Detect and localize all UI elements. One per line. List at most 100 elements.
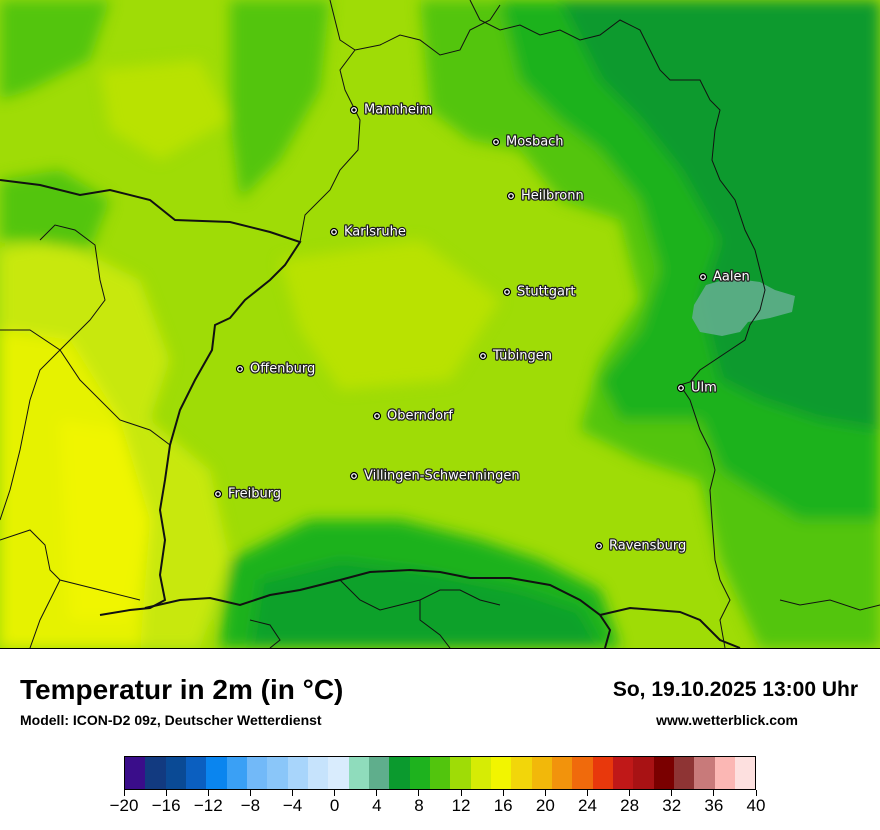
city-label: Offenburg <box>250 362 315 377</box>
colorbar-tick-label: 8 <box>414 796 424 815</box>
colorbar-swatch <box>185 757 207 789</box>
city-label: Karlsruhe <box>344 225 406 240</box>
colorbar-tick <box>165 790 167 796</box>
city-ulm: Ulm <box>676 379 718 397</box>
colorbar-tick-label: 28 <box>620 796 640 815</box>
colorbar-swatch <box>531 757 552 789</box>
colorbar-swatch <box>328 757 349 789</box>
colorbar-tick-label: −20 <box>109 796 139 815</box>
colorbar-tick-label: 16 <box>493 796 513 815</box>
colorbar-tick <box>460 790 462 796</box>
website-link[interactable]: www.wetterblick.com <box>656 712 798 728</box>
colorbar-tick-label: 32 <box>662 796 682 815</box>
city-heilbronn: Heilbronn <box>506 187 585 205</box>
colorbar-swatch <box>572 757 593 789</box>
colorbar-swatch <box>267 757 288 789</box>
colorbar-swatch <box>714 757 735 789</box>
footer: Temperatur in 2m (in °C) Modell: ICON-D2… <box>0 648 880 830</box>
map-title: Temperatur in 2m (in °C) <box>20 674 344 705</box>
temperature-field <box>0 0 880 648</box>
colorbar-swatch <box>165 757 186 789</box>
colorbar-tick <box>123 790 125 796</box>
city-markers: Mannheim Mosbach Heilbronn Karlsruhe Aal <box>213 101 751 555</box>
colorbar-swatch <box>246 757 268 789</box>
colorbar-tick-label: −16 <box>151 796 181 815</box>
city-label: Stuttgart <box>517 285 575 300</box>
city-label: Villingen-Schwenningen <box>364 469 520 484</box>
colorbar-swatch <box>226 757 247 789</box>
colorbar-swatch <box>511 757 532 789</box>
cool-patch <box>692 278 795 336</box>
colorbar-tick <box>713 790 715 796</box>
city-label: Heilbronn <box>521 189 584 204</box>
city-label: Ravensburg <box>609 539 686 554</box>
colorbar-swatch <box>307 757 329 789</box>
colorbar-tick-label: 20 <box>535 796 555 815</box>
state-borders <box>0 0 880 649</box>
city-ravensburg: Ravensburg <box>594 537 687 555</box>
model-info: Modell: ICON-D2 09z, Deutscher Wetterdie… <box>20 712 322 728</box>
city-mannheim: Mannheim <box>349 101 433 119</box>
city-label: Mannheim <box>364 103 432 118</box>
colorbar-tick-label: −12 <box>193 796 223 815</box>
colorbar-swatch <box>348 757 369 789</box>
colorbar-tick <box>502 790 504 796</box>
colorbar-swatch <box>450 757 471 789</box>
colorbar-tick <box>586 790 588 796</box>
city-label: Oberndorf <box>387 409 453 424</box>
colorbar-tick <box>629 790 631 796</box>
colorbar-swatch <box>612 757 634 789</box>
colorbar-swatch <box>592 757 613 789</box>
colorbar-swatch <box>694 757 715 789</box>
colorbar-tick <box>755 790 757 796</box>
city-freiburg: Freiburg <box>213 485 282 503</box>
colorbar-swatch <box>633 757 654 789</box>
colorbar-tick <box>544 790 546 796</box>
city-label: Tübingen <box>492 349 552 364</box>
city-label: Mosbach <box>506 135 564 150</box>
colorbar-tick-label: 4 <box>372 796 382 815</box>
city-karlsruhe: Karlsruhe <box>329 223 407 241</box>
city-mosbach: Mosbach <box>491 133 565 151</box>
colorbar-swatch <box>145 757 166 789</box>
colorbar-swatch <box>429 757 451 789</box>
colorbar-ticks: −20 −16 −12 −8 −4 0 4 8 12 16 20 24 28 32 36 40 <box>110 790 765 820</box>
colorbar-swatch <box>734 757 756 789</box>
colorbar-tick-label: −8 <box>240 796 261 815</box>
colorbar-tick-label: 40 <box>746 796 766 815</box>
city-tuebingen: Tübingen <box>478 347 553 365</box>
forecast-datetime: So, 19.10.2025 13:00 Uhr <box>612 678 858 701</box>
colorbar-swatch <box>368 757 390 789</box>
colorbar-swatch <box>653 757 674 789</box>
colorbar-swatch <box>206 757 227 789</box>
city-stuttgart: Stuttgart <box>502 283 577 301</box>
colorbar-tick-label: −4 <box>282 796 303 815</box>
colorbar-swatch <box>490 757 512 789</box>
colorbar-tick <box>292 790 294 796</box>
city-label: Ulm <box>691 381 717 396</box>
city-villingen-schwenningen: Villingen-Schwenningen <box>349 467 521 485</box>
colorbar-swatch <box>470 757 491 789</box>
colorbar-swatch <box>673 757 695 789</box>
colorbar-swatch <box>389 757 410 789</box>
colorbar-swatch <box>409 757 430 789</box>
colorbar-tick <box>418 790 420 796</box>
colorbar-tick-label: 12 <box>451 796 471 815</box>
city-aalen: Aalen <box>698 268 751 286</box>
colorbar-tick-label: 0 <box>329 796 340 815</box>
city-offenburg: Offenburg <box>235 360 316 378</box>
colorbar-tick <box>334 790 336 796</box>
colorbar-tick <box>207 790 209 796</box>
city-oberndorf: Oberndorf <box>372 407 455 425</box>
colorbar-tick <box>376 790 378 796</box>
city-label: Aalen <box>713 270 750 285</box>
colorbar-tick-label: 36 <box>704 796 724 815</box>
colorbar-swatch <box>287 757 308 789</box>
colorbar-tick <box>249 790 251 796</box>
colorbar-swatch <box>125 757 146 789</box>
city-label: Freiburg <box>228 487 281 502</box>
temperature-colorbar <box>124 756 756 790</box>
colorbar-tick <box>671 790 673 796</box>
temperature-map: Mannheim Mosbach Heilbronn Karlsruhe Aal <box>0 0 880 649</box>
colorbar-tick-label: 24 <box>577 796 597 815</box>
